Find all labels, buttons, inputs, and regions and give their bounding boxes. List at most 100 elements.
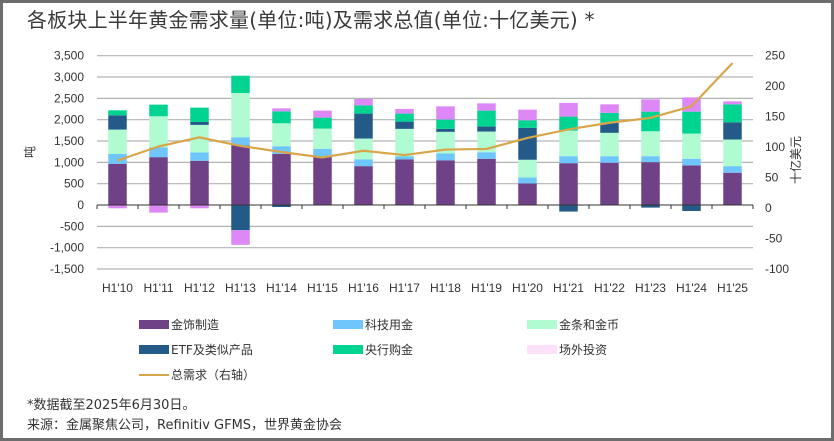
y2-tick-label: 150 bbox=[765, 110, 785, 124]
bar-technology bbox=[108, 153, 127, 164]
bar-bar_coin bbox=[313, 128, 332, 149]
bar-otc bbox=[354, 98, 373, 106]
y2-tick-label: 0 bbox=[765, 201, 772, 215]
bar-etf bbox=[108, 115, 127, 130]
y-tick-label: 1,500 bbox=[54, 134, 84, 148]
bar-jewellery bbox=[518, 183, 537, 206]
source-note: 来源：金属聚焦公司，Refinitiv GFMS，世界黄金协会 bbox=[27, 418, 343, 433]
legend-item-bar_coin: 金条和金币 bbox=[527, 316, 619, 333]
x-tick-label: H1'11 bbox=[143, 281, 173, 295]
bar-central_bank bbox=[559, 116, 578, 131]
x-tick-label: H1'19 bbox=[471, 281, 502, 295]
legend-swatch bbox=[527, 345, 557, 354]
x-tick-label: H1'16 bbox=[348, 281, 379, 295]
bar-etf bbox=[272, 205, 291, 208]
total-demand-line bbox=[117, 62, 734, 162]
bar-jewellery bbox=[641, 162, 660, 206]
bar-central_bank bbox=[518, 120, 537, 128]
legend-item-etf: ETF及类似产品 bbox=[139, 341, 253, 358]
legend-swatch bbox=[139, 345, 169, 354]
bar-etf bbox=[395, 121, 414, 129]
bar-central_bank bbox=[190, 107, 209, 122]
bar-jewellery bbox=[272, 153, 291, 206]
bar-otc bbox=[108, 205, 127, 209]
y-axis-right: 250 200 150 100 50 0 -50 -100 bbox=[765, 49, 789, 276]
bar-otc bbox=[149, 205, 168, 213]
legend-swatch bbox=[333, 320, 363, 329]
bar-jewellery bbox=[190, 160, 209, 206]
bar-technology bbox=[313, 148, 332, 157]
x-tick-label: H1'25 bbox=[717, 281, 748, 295]
legend-swatch bbox=[139, 373, 169, 376]
bar-technology bbox=[149, 147, 168, 158]
bar-jewellery bbox=[477, 158, 496, 206]
bars bbox=[108, 75, 742, 245]
x-tick-label: H1'23 bbox=[635, 281, 666, 295]
bar-bar_coin bbox=[723, 139, 742, 167]
x-tick-label: H1'24 bbox=[676, 281, 707, 295]
x-tick-label: H1'15 bbox=[307, 281, 338, 295]
bar-otc bbox=[231, 230, 250, 245]
bar-bar_coin bbox=[231, 92, 250, 138]
bar-etf bbox=[436, 128, 455, 132]
bar-jewellery bbox=[600, 162, 619, 206]
x-axis bbox=[96, 204, 754, 210]
bar-etf bbox=[641, 205, 660, 208]
y-tick-label: -500 bbox=[60, 219, 84, 233]
bar-technology bbox=[395, 156, 414, 160]
bar-central_bank bbox=[395, 113, 414, 122]
bar-otc bbox=[272, 108, 291, 112]
legend-label: ETF及类似产品 bbox=[171, 343, 253, 357]
bar-bar_coin bbox=[600, 132, 619, 157]
legend-swatch bbox=[333, 345, 363, 354]
legend-swatch bbox=[527, 320, 557, 329]
legend-label: 金饰制造 bbox=[171, 318, 220, 332]
bar-central_bank bbox=[272, 111, 291, 124]
bar-central_bank bbox=[477, 110, 496, 127]
bar-technology bbox=[559, 156, 578, 164]
bar-jewellery bbox=[354, 166, 373, 206]
bar-technology bbox=[190, 152, 209, 161]
x-tick-label: H1'17 bbox=[389, 281, 420, 295]
y-tick-label: -1,500 bbox=[50, 262, 84, 276]
legend-label: 总需求（右轴） bbox=[171, 368, 256, 382]
legend-item-otc: 场外投资 bbox=[527, 341, 607, 358]
bar-bar_coin bbox=[395, 128, 414, 157]
legend-label: 场外投资 bbox=[559, 343, 608, 357]
bar-otc bbox=[723, 101, 742, 105]
bar-central_bank bbox=[231, 75, 250, 93]
bar-technology bbox=[682, 158, 701, 166]
bar-central_bank bbox=[723, 104, 742, 123]
chart-title: 各板块上半年黄金需求量(单位:吨)及需求总值(单位:十亿美元) * bbox=[27, 8, 595, 32]
bar-jewellery bbox=[559, 163, 578, 206]
x-tick-label: H1'12 bbox=[184, 281, 215, 295]
bar-jewellery bbox=[108, 163, 127, 206]
bar-bar_coin bbox=[149, 116, 168, 148]
y-tick-label: -1,000 bbox=[50, 241, 84, 255]
legend-item-technology: 科技用金 bbox=[333, 316, 413, 333]
y-tick-label: 1,000 bbox=[54, 155, 84, 169]
y2-tick-label: 100 bbox=[765, 140, 785, 154]
bar-etf bbox=[600, 122, 619, 133]
bar-jewellery bbox=[682, 165, 701, 206]
y2-axis-title: 十亿美元 bbox=[788, 136, 803, 184]
y-tick-label: 500 bbox=[64, 177, 84, 191]
bar-technology bbox=[518, 177, 537, 184]
bar-central_bank bbox=[600, 112, 619, 123]
bar-central_bank bbox=[641, 111, 660, 132]
bar-otc bbox=[313, 110, 332, 118]
bar-bar_coin bbox=[682, 133, 701, 159]
bar-otc bbox=[641, 99, 660, 112]
legend-label: 央行购金 bbox=[365, 343, 414, 357]
bar-central_bank bbox=[149, 104, 168, 117]
y2-tick-label: 50 bbox=[765, 171, 779, 185]
bar-central_bank bbox=[108, 110, 127, 116]
bar-jewellery bbox=[436, 160, 455, 206]
bar-etf bbox=[723, 122, 742, 140]
bar-bar_coin bbox=[518, 159, 537, 178]
x-tick-label: H1'14 bbox=[266, 281, 297, 295]
x-tick-label: H1'22 bbox=[594, 281, 625, 295]
legend-swatch bbox=[139, 320, 169, 329]
bar-otc bbox=[395, 108, 414, 114]
